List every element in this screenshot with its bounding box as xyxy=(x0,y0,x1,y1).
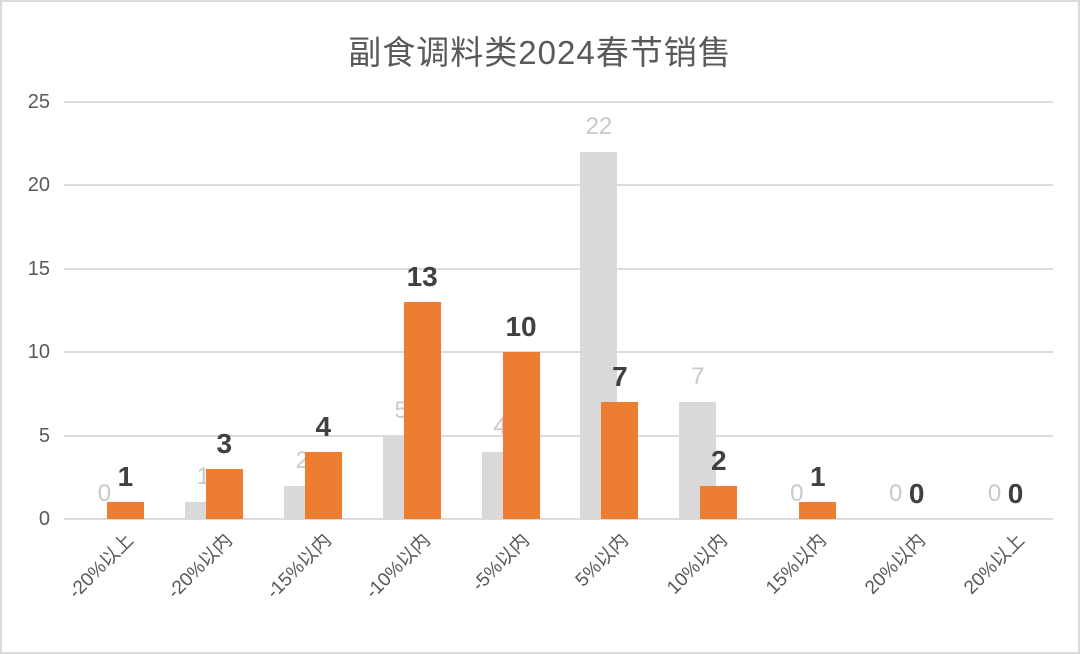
orange-bar xyxy=(502,352,540,519)
gridline-y25 xyxy=(64,101,1053,103)
orange-bar xyxy=(799,502,837,519)
gray-bar-label: 0 xyxy=(790,480,804,507)
y-tick-label: 5 xyxy=(38,424,50,447)
x-axis-label: 20%以内 xyxy=(860,530,930,599)
y-tick-label: 25 xyxy=(27,91,50,113)
x-axis-label: -15%以内 xyxy=(263,530,337,604)
orange-bar xyxy=(700,485,738,519)
orange-bar-label: 3 xyxy=(216,427,233,459)
gridline-y20 xyxy=(64,184,1053,187)
orange-bar-label: 7 xyxy=(612,361,628,393)
y-tick-label: 10 xyxy=(27,341,50,364)
orange-bar xyxy=(205,468,243,519)
orange-bar-label: 1 xyxy=(809,461,826,493)
x-axis-label: -20%以内 xyxy=(164,530,238,604)
y-tick-label: 0 xyxy=(38,508,50,530)
x-axis-label: -10%以内 xyxy=(361,530,435,604)
y-tick-label: 20 xyxy=(27,174,50,197)
orange-bar xyxy=(403,302,441,519)
x-axis-label: 20%以上 xyxy=(959,530,1029,599)
gray-bar-label: 22 xyxy=(585,113,613,141)
gridline-y15 xyxy=(64,267,1053,270)
gridline-y5 xyxy=(64,434,1053,437)
x-axis-label: 10%以内 xyxy=(663,530,732,599)
orange-bar-label: 4 xyxy=(315,411,332,443)
gridline-y0 xyxy=(64,518,1053,520)
gray-bar-label: 0 xyxy=(888,480,903,507)
orange-bar xyxy=(304,452,342,519)
orange-bar-label: 13 xyxy=(406,261,438,293)
orange-bar-label: 1 xyxy=(117,461,134,493)
x-axis-label: 15%以内 xyxy=(761,530,831,599)
gray-bar-label: 7 xyxy=(691,363,705,391)
x-axis-label: -5%以内 xyxy=(468,530,534,596)
orange-bar xyxy=(601,402,639,519)
orange-bar-label: 2 xyxy=(711,444,727,476)
x-axis-label: -20%以上 xyxy=(65,530,139,604)
y-tick-label: 15 xyxy=(27,257,50,280)
gray-bar-label: 0 xyxy=(987,480,1002,507)
orange-bar-label: 0 xyxy=(1007,478,1024,509)
orange-bar-label: 10 xyxy=(505,311,537,343)
gridline-y10 xyxy=(64,351,1053,354)
orange-bar-label: 0 xyxy=(908,478,925,509)
orange-bar xyxy=(106,502,144,519)
chart-title: 副食调料类2024春节销售 xyxy=(348,34,732,71)
x-axis-label: 5%以内 xyxy=(571,530,633,592)
gray-bar-label: 0 xyxy=(97,480,112,507)
